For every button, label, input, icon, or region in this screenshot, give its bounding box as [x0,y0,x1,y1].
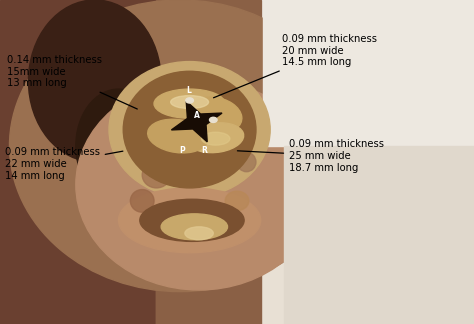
Ellipse shape [154,89,225,118]
Ellipse shape [130,190,154,212]
Bar [258,0,474,211]
Ellipse shape [28,0,161,162]
Ellipse shape [171,96,209,109]
Ellipse shape [188,123,244,153]
Bar [156,285,474,324]
Text: A: A [194,110,200,120]
Text: R: R [201,146,207,155]
Ellipse shape [185,227,213,240]
Ellipse shape [148,119,208,153]
Text: 0.09 mm thickness
20 mm wide
14.5 mm long: 0.09 mm thickness 20 mm wide 14.5 mm lon… [213,34,377,98]
Bar [156,0,261,324]
Circle shape [210,117,217,122]
Ellipse shape [118,188,261,253]
Polygon shape [172,101,222,142]
Text: P: P [180,146,185,155]
Ellipse shape [280,0,474,105]
Ellipse shape [225,191,249,211]
Ellipse shape [140,199,244,241]
Bar [284,146,474,324]
Ellipse shape [142,162,171,188]
Text: L: L [186,86,191,95]
Ellipse shape [161,214,228,240]
Bar [0,0,156,324]
Ellipse shape [76,79,322,290]
Circle shape [186,98,193,103]
Ellipse shape [9,0,351,292]
Ellipse shape [109,62,270,198]
Text: 0.14 mm thickness
15mm wide
13 mm long: 0.14 mm thickness 15mm wide 13 mm long [7,55,137,109]
Text: 0.09 mm thickness
25 mm wide
18.7 mm long: 0.09 mm thickness 25 mm wide 18.7 mm lon… [237,139,384,172]
Ellipse shape [237,152,256,172]
Bar [263,0,474,146]
Text: 0.09 mm thickness
22 mm wide
14 mm long: 0.09 mm thickness 22 mm wide 14 mm long [5,147,123,180]
Ellipse shape [123,71,256,188]
Ellipse shape [76,89,161,202]
Ellipse shape [201,132,230,145]
Bar [258,211,474,324]
Ellipse shape [190,97,242,133]
